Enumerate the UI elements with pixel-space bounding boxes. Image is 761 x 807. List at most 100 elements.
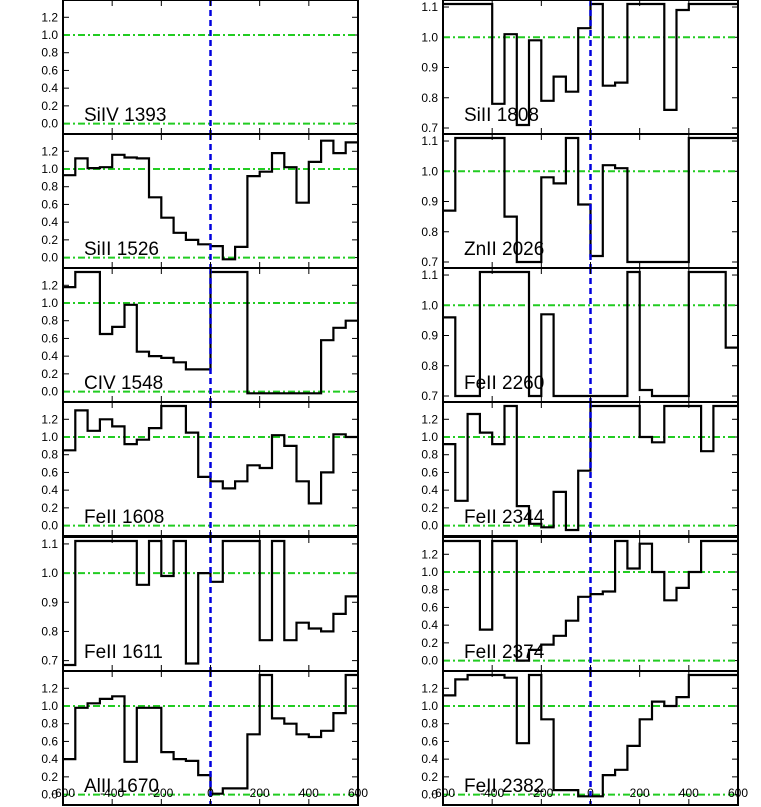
y-tick-label: 0.2 — [41, 501, 58, 515]
y-tick-label: 0.7 — [421, 255, 438, 269]
panel-label-feii-2382: FeII 2382 — [464, 776, 544, 797]
y-tick-label: 1.0 — [41, 430, 58, 444]
panel-alii-1670: 0.0 0.2 0.4 0.6 0.8 1.0 1.2 AlII 1670 — [41, 670, 359, 806]
y-tick-label: 0.0 — [41, 385, 58, 399]
panel-label-siiv-1393: SiIV 1393 — [84, 105, 166, 126]
y-tick-label: 0.8 — [421, 359, 438, 373]
y-tick-label: 0.8 — [421, 717, 438, 731]
y-tick-label: 0.4 — [41, 752, 58, 766]
y-tick-label: 0.4 — [41, 349, 58, 363]
y-tick-label: 0.6 — [41, 197, 58, 211]
spectrum-step-line — [443, 404, 738, 532]
y-tick-label: 0.8 — [41, 180, 58, 194]
y-tick-label: 1.0 — [421, 298, 438, 312]
x-tick-label: 0 — [587, 786, 594, 800]
panel-feii-1611: 0.7 0.8 0.9 1.0 1.1 FeII 1611 — [41, 536, 359, 672]
y-tick-label: 0.6 — [41, 63, 58, 77]
y-tick-label: 0.9 — [41, 595, 58, 609]
y-tick-label: 0.2 — [41, 233, 58, 247]
y-tick-label: 1.2 — [41, 278, 58, 292]
panel-label-civ-1548: CIV 1548 — [84, 373, 163, 394]
x-tick-label: 200 — [250, 786, 270, 800]
y-tick-label: 1.0 — [421, 565, 438, 579]
panel-siiv-1393: 0.0 0.2 0.4 0.6 0.8 1.0 1.2 SiIV 1393 — [41, 0, 359, 135]
y-tick-label: 1.1 — [421, 0, 438, 14]
y-tick-label: 0.0 — [41, 788, 58, 802]
panel-feii-2260: 0.7 0.8 0.9 1.0 1.1 FeII 2260 — [421, 267, 739, 403]
y-tick-label: 0.8 — [421, 225, 438, 239]
y-tick-label: 0.9 — [421, 329, 438, 343]
x-tick-label: 400 — [679, 786, 699, 800]
y-tick-label: 0.8 — [421, 448, 438, 462]
panel-feii-2382: 0.0 0.2 0.4 0.6 0.8 1.0 1.2 FeII 2382 — [421, 670, 739, 806]
y-tick-label: 1.1 — [421, 268, 438, 282]
spectrum-step-line — [443, 2, 738, 127]
x-tick-label: -400 — [100, 786, 124, 800]
y-tick-label: 0.4 — [421, 483, 438, 497]
y-tick-label: 0.8 — [41, 314, 58, 328]
panel-label-feii-2344: FeII 2344 — [464, 507, 545, 528]
y-tick-label: 0.2 — [421, 770, 438, 784]
y-tick-label: 1.0 — [41, 28, 58, 42]
y-tick-label: 1.2 — [41, 412, 58, 426]
y-tick-label: 1.0 — [421, 699, 438, 713]
y-tick-label: 1.1 — [421, 134, 438, 148]
y-tick-label: 0.2 — [41, 367, 58, 381]
y-tick-label: 1.2 — [41, 681, 58, 695]
y-tick-label: 0.6 — [41, 331, 58, 345]
y-tick-label: 1.0 — [421, 430, 438, 444]
y-tick-label: 0.6 — [421, 465, 438, 479]
y-tick-label: 0.4 — [421, 752, 438, 766]
panel-label-znii-2026: ZnII 2026 — [464, 239, 544, 260]
panel-feii-1608: 0.0 0.2 0.4 0.6 0.8 1.0 1.2 FeII 1608 — [41, 401, 359, 537]
y-tick-label: 0.6 — [421, 600, 438, 614]
y-tick-label: 0.4 — [41, 81, 58, 95]
panel-label-siii-1526: SiII 1526 — [84, 239, 159, 260]
panel-label-alii-1670: AlII 1670 — [84, 776, 159, 797]
y-tick-label: 1.0 — [41, 162, 58, 176]
y-tick-label: 0.8 — [41, 448, 58, 462]
y-tick-label: 0.0 — [41, 117, 58, 131]
y-tick-label: 0.9 — [421, 195, 438, 209]
y-tick-label: 1.0 — [41, 296, 58, 310]
panel-label-feii-1608: FeII 1608 — [84, 507, 164, 528]
y-tick-label: 0.8 — [421, 91, 438, 105]
panel-label-feii-2260: FeII 2260 — [464, 373, 544, 394]
y-tick-label: 0.4 — [41, 215, 58, 229]
x-tick-label: 0 — [207, 786, 214, 800]
x-tick-label: 200 — [630, 786, 650, 800]
y-tick-label: 0.6 — [41, 734, 58, 748]
y-tick-label: 0.8 — [41, 46, 58, 60]
y-tick-label: 1.2 — [421, 547, 438, 561]
y-tick-label: 0.0 — [41, 519, 58, 533]
y-tick-label: 0.2 — [41, 770, 58, 784]
y-tick-label: 0.4 — [41, 483, 58, 497]
panel-siii-1526: 0.0 0.2 0.4 0.6 0.8 1.0 1.2 SiII 1526 — [41, 133, 359, 269]
panel-label-siii-1808: SiII 1808 — [464, 105, 539, 126]
x-tick-label: 600 — [728, 786, 748, 800]
panel-znii-2026: 0.7 0.8 0.9 1.0 1.1 ZnII 2026 — [421, 133, 739, 269]
panel-civ-1548: 0.0 0.2 0.4 0.6 0.8 1.0 1.2 CIV 1548 — [41, 267, 359, 403]
y-tick-label: 0.8 — [421, 583, 438, 597]
x-tick-label: -200 — [529, 786, 553, 800]
y-tick-label: 0.7 — [421, 389, 438, 403]
y-tick-label: 0.0 — [421, 788, 438, 802]
spectrum-step-line — [443, 539, 738, 662]
y-tick-label: 0.6 — [41, 465, 58, 479]
y-tick-label: 0.7 — [41, 654, 58, 668]
x-tick-label: -400 — [480, 786, 504, 800]
y-tick-label: 0.9 — [421, 61, 438, 75]
spectrum-step-line — [63, 539, 358, 667]
panel-feii-2344: 0.0 0.2 0.4 0.6 0.8 1.0 1.2 FeII 2344 — [421, 401, 739, 537]
x-tick-label: 400 — [299, 786, 319, 800]
y-tick-label: 1.0 — [41, 699, 58, 713]
y-tick-label: 0.0 — [421, 519, 438, 533]
x-tick-label: -600 — [51, 786, 75, 800]
y-tick-label: 0.2 — [421, 501, 438, 515]
y-tick-label: 0.0 — [421, 654, 438, 668]
y-tick-label: 0.6 — [421, 734, 438, 748]
y-tick-label: 1.2 — [421, 681, 438, 695]
x-tick-label: -200 — [149, 786, 173, 800]
y-tick-label: 0.2 — [41, 99, 58, 113]
